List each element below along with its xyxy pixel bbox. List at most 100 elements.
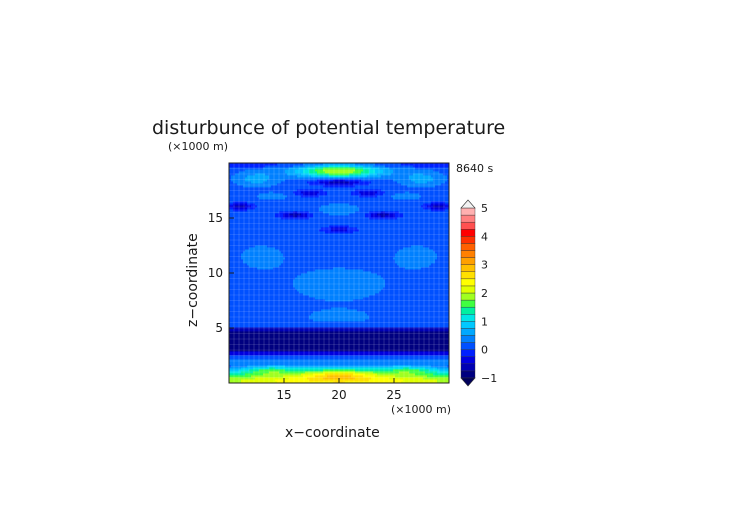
- field-cell: [315, 373, 318, 376]
- field-cell: [371, 315, 374, 318]
- field-cell: [279, 295, 282, 298]
- field-cell: [437, 347, 440, 350]
- field-cell: [391, 329, 394, 332]
- field-cell: [377, 361, 380, 364]
- field-cell: [363, 349, 366, 352]
- field-cell: [425, 313, 428, 316]
- field-cell: [313, 311, 316, 314]
- field-cell: [397, 345, 400, 348]
- field-cell: [261, 315, 264, 318]
- field-cell: [247, 377, 250, 380]
- field-cell: [415, 301, 418, 304]
- field-cell: [317, 323, 320, 326]
- field-cell: [383, 349, 386, 352]
- field-cell: [393, 309, 396, 312]
- field-cell: [423, 305, 426, 308]
- field-cell: [329, 381, 332, 384]
- field-cell: [317, 297, 320, 300]
- field-cell: [447, 327, 450, 330]
- field-cell: [425, 315, 428, 318]
- field-cell: [335, 325, 338, 328]
- field-cell: [233, 301, 236, 304]
- field-cell: [355, 365, 358, 368]
- field-cell: [339, 309, 342, 312]
- field-cell: [381, 305, 384, 308]
- field-cell: [415, 353, 418, 356]
- field-cell: [341, 351, 344, 354]
- field-cell: [335, 363, 338, 366]
- field-cell: [253, 351, 256, 354]
- field-cell: [235, 367, 238, 370]
- field-cell: [307, 355, 310, 358]
- field-cell: [293, 359, 296, 362]
- field-cell: [437, 331, 440, 334]
- field-cell: [339, 331, 342, 334]
- field-cell: [297, 351, 300, 354]
- field-cell: [433, 339, 436, 342]
- field-cell: [445, 333, 448, 336]
- field-cell: [415, 367, 418, 370]
- field-cell: [281, 337, 284, 340]
- field-cell: [251, 381, 254, 384]
- field-cell: [443, 367, 446, 370]
- field-cell: [365, 313, 368, 316]
- field-cell: [319, 373, 322, 376]
- field-cell: [281, 375, 284, 378]
- field-cell: [297, 359, 300, 362]
- field-cell: [271, 361, 274, 364]
- field-cell: [307, 339, 310, 342]
- field-cell: [253, 315, 256, 318]
- field-cell: [245, 329, 248, 332]
- field-cell: [423, 313, 426, 316]
- field-cell: [359, 343, 362, 346]
- field-cell: [425, 337, 428, 340]
- field-cell: [261, 351, 264, 354]
- field-cell: [361, 339, 364, 342]
- field-cell: [339, 349, 342, 352]
- field-cell: [411, 339, 414, 342]
- field-cell: [359, 327, 362, 330]
- field-cell: [323, 331, 326, 334]
- field-cell: [367, 311, 370, 314]
- field-cell: [433, 375, 436, 378]
- field-cell: [371, 335, 374, 338]
- field-cell: [385, 295, 388, 298]
- field-cell: [407, 305, 410, 308]
- field-cell: [281, 315, 284, 318]
- field-cell: [273, 323, 276, 326]
- field-cell: [375, 359, 378, 362]
- field-cell: [251, 333, 254, 336]
- field-cell: [271, 357, 274, 360]
- field-cell: [439, 363, 442, 366]
- field-cell: [401, 295, 404, 298]
- field-cell: [413, 333, 416, 336]
- field-cell: [409, 297, 412, 300]
- field-cell: [265, 329, 268, 332]
- field-cell: [443, 379, 446, 382]
- field-cell: [379, 305, 382, 308]
- field-cell: [313, 307, 316, 310]
- field-cell: [371, 371, 374, 374]
- field-cell: [415, 369, 418, 372]
- field-cell: [275, 299, 278, 302]
- field-cell: [297, 311, 300, 314]
- field-cell: [437, 375, 440, 378]
- field-cell: [349, 375, 352, 378]
- field-cell: [229, 361, 232, 364]
- field-cell: [291, 311, 294, 314]
- field-cell: [315, 313, 318, 316]
- field-cell: [437, 333, 440, 336]
- field-cell: [391, 303, 394, 306]
- field-cell: [441, 369, 444, 372]
- field-cell: [313, 323, 316, 326]
- field-cell: [243, 325, 246, 328]
- field-cell: [309, 369, 312, 372]
- field-cell: [351, 333, 354, 336]
- field-cell: [229, 305, 232, 308]
- field-cell: [441, 313, 444, 316]
- field-cell: [305, 309, 308, 312]
- field-cell: [361, 321, 364, 324]
- field-cell: [419, 365, 422, 368]
- field-cell: [407, 375, 410, 378]
- field-cell: [249, 335, 252, 338]
